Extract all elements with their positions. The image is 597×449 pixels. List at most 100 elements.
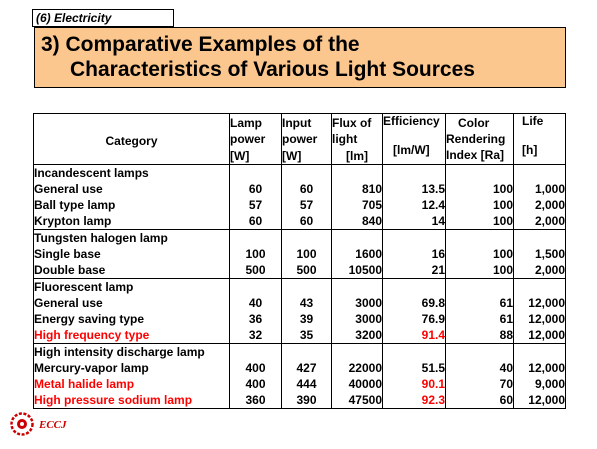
table-row: Single base 100 100 1600 16 100 1,500: [34, 246, 566, 262]
group-row-fluorescent: Fluorescent lamp: [34, 278, 566, 295]
table-row: Ball type lamp 57 57 705 12.4 100 2,000: [34, 197, 566, 213]
cell-cri: 100: [445, 213, 514, 230]
header-flux-l2: light: [332, 131, 358, 146]
cell-input-power: 39: [281, 311, 332, 327]
group-label: Incandescent lamps: [34, 166, 149, 180]
group-row-halogen: Tungsten halogen lamp: [34, 229, 566, 246]
cell-input-power: 444: [281, 376, 332, 392]
cell-life: 1,500: [513, 246, 566, 262]
section-tag: (6) Electricity: [32, 9, 174, 27]
row-label: High pressure sodium lamp: [34, 393, 193, 407]
cell-cri: 70: [445, 376, 514, 392]
row-label: General use: [34, 296, 103, 310]
cell-efficiency: 16: [382, 246, 446, 262]
light-source-table: Category Lamp power [W] Input power [W] …: [33, 113, 566, 409]
header-color-rendering: Color Rendering Index [Ra]: [445, 113, 514, 165]
cell-lamp-power: 60: [229, 181, 282, 197]
header-lamp-power-l2: power: [230, 131, 266, 146]
title-line-2: Characteristics of Various Light Sources: [70, 58, 475, 81]
group-label: High intensity discharge lamp: [34, 345, 205, 359]
header-efficiency-unit: [lm/W]: [393, 142, 430, 157]
cell-life: 12,000: [513, 311, 566, 327]
group-row-incandescent: Incandescent lamps: [34, 164, 566, 181]
cell-flux: 3000: [331, 311, 383, 327]
cell-input-power: 390: [281, 392, 332, 409]
cell-cri: 40: [445, 360, 514, 376]
table-row: Mercury-vapor lamp 400 427 22000 51.5 40…: [34, 360, 566, 376]
table-row: Double base 500 500 10500 21 100 2,000: [33, 262, 566, 279]
cell-cri: 88: [445, 327, 514, 344]
header-efficiency: Efficiency [lm/W]: [382, 113, 446, 165]
cell-lamp-power: 32: [229, 327, 282, 344]
cell-cri: 100: [445, 197, 514, 213]
row-label: Metal halide lamp: [34, 377, 135, 391]
table-row: Krypton lamp 60 60 840 14 100 2,000: [33, 213, 566, 230]
header-color-l2: Rendering: [446, 132, 506, 146]
header-life-label: Life: [522, 113, 544, 128]
cell-life: 2,000: [513, 197, 566, 213]
header-input-power-unit: [W]: [282, 148, 302, 163]
cell-life: 12,000: [513, 327, 566, 344]
cell-efficiency: 21: [382, 262, 446, 279]
cell-cri: 100: [445, 181, 514, 197]
header-flux-l1: Flux of: [332, 115, 372, 130]
cell-life: 12,000: [513, 360, 566, 376]
cell-flux: 3200: [331, 327, 383, 344]
cell-lamp-power: 500: [229, 262, 282, 279]
header-flux-unit: [lm]: [346, 148, 368, 163]
cell-efficiency: 51.5: [382, 360, 446, 376]
table-row: High frequency type 32 35 3200 91.4 88 1…: [33, 327, 566, 344]
cell-efficiency: 76.9: [382, 311, 446, 327]
header-input-power: Input power [W]: [281, 113, 332, 165]
cell-flux: 1600: [331, 246, 383, 262]
header-life-unit: [h]: [522, 142, 538, 157]
table-row: General use 60 60 810 13.5 100 1,000: [34, 181, 566, 197]
row-label: Double base: [33, 262, 230, 279]
cell-flux: 810: [331, 181, 383, 197]
cell-lamp-power: 60: [229, 213, 282, 230]
header-life: Life [h]: [513, 113, 566, 165]
table-row: Metal halide lamp 400 444 40000 90.1 70 …: [34, 376, 566, 392]
cell-efficiency: 14: [382, 213, 446, 230]
cell-input-power: 57: [281, 197, 332, 213]
cell-efficiency: 90.1: [382, 376, 446, 392]
cell-lamp-power: 40: [229, 295, 282, 311]
cell-life: 2,000: [513, 213, 566, 230]
cell-flux: 705: [331, 197, 383, 213]
table-row: Energy saving type 36 39 3000 76.9 61 12…: [34, 311, 566, 327]
cell-lamp-power: 100: [229, 246, 282, 262]
cell-input-power: 35: [281, 327, 332, 344]
header-lamp-power-unit: [W]: [230, 148, 250, 163]
row-label: High frequency type: [33, 327, 230, 344]
cell-cri: 61: [445, 295, 514, 311]
table-row: General use 40 43 3000 69.8 61 12,000: [34, 295, 566, 311]
eccj-logo-text: ECCJ: [39, 419, 67, 431]
table-row: High pressure sodium lamp 360 390 47500 …: [34, 392, 566, 409]
cell-flux: 840: [331, 213, 383, 230]
cell-lamp-power: 36: [229, 311, 282, 327]
cell-life: 12,000: [513, 392, 566, 409]
cell-input-power: 427: [281, 360, 332, 376]
header-input-power-l1: Input: [282, 115, 312, 130]
cell-cri: 100: [445, 262, 514, 279]
header-lamp-power: Lamp power [W]: [229, 113, 282, 165]
header-lamp-power-l1: Lamp: [230, 115, 263, 130]
cell-cri: 61: [445, 311, 514, 327]
row-label: Mercury-vapor lamp: [34, 361, 149, 375]
row-label: General use: [34, 182, 103, 196]
cell-input-power: 60: [281, 181, 332, 197]
group-label: Fluorescent lamp: [34, 280, 134, 294]
header-efficiency-label: Efficiency: [383, 113, 440, 128]
cell-input-power: 500: [281, 262, 332, 279]
row-label: Energy saving type: [34, 312, 145, 326]
eccj-logo-icon: [10, 412, 34, 436]
cell-lamp-power: 57: [229, 197, 282, 213]
header-category: Category: [33, 113, 230, 165]
slide-title: 3) Comparative Examples of the Character…: [34, 27, 566, 88]
cell-flux: 22000: [331, 360, 383, 376]
cell-cri: 100: [445, 246, 514, 262]
cell-efficiency: 69.8: [382, 295, 446, 311]
cell-life: 2,000: [513, 262, 566, 279]
cell-flux: 10500: [331, 262, 383, 279]
cell-input-power: 100: [281, 246, 332, 262]
